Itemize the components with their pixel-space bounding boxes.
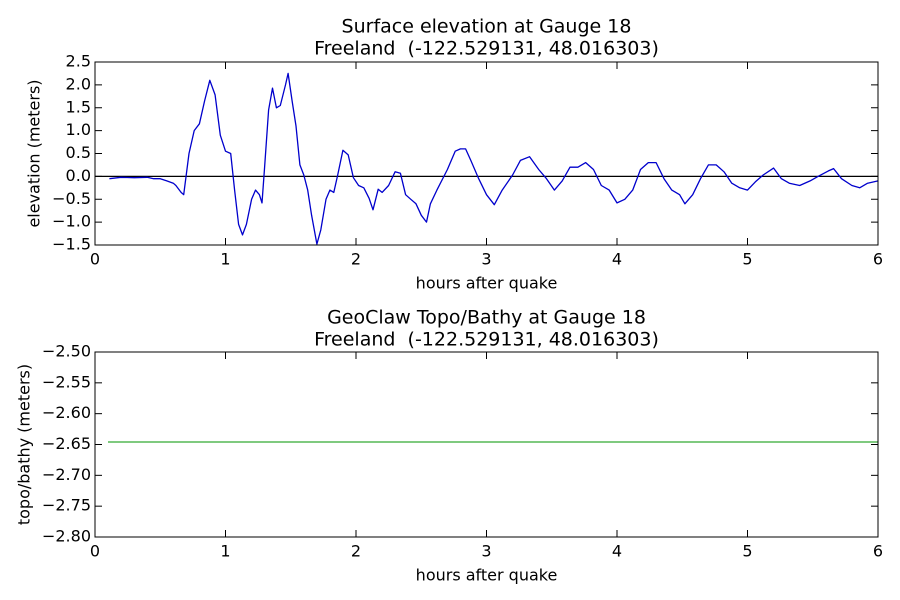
x-tick-label: 0 bbox=[90, 250, 100, 269]
y-tick-label: −2.65 bbox=[42, 434, 91, 453]
y-tick-label: 0.5 bbox=[66, 143, 91, 162]
x-tick-label: 1 bbox=[220, 542, 230, 561]
x-tick-label: 6 bbox=[873, 250, 883, 269]
y-tick-label: 2.5 bbox=[66, 52, 91, 71]
data-line bbox=[109, 72, 879, 245]
y-tick-label: 0.0 bbox=[66, 166, 91, 185]
x-tick-label: 4 bbox=[612, 250, 622, 269]
x-tick-label: 2 bbox=[351, 250, 361, 269]
y-tick-label: 2.0 bbox=[66, 74, 91, 93]
chart-title: Surface elevation at Gauge 18 bbox=[342, 16, 632, 38]
y-tick-label: −2.60 bbox=[42, 403, 91, 422]
y-tick-label: −1.5 bbox=[52, 235, 91, 254]
x-axis-label: hours after quake bbox=[416, 274, 558, 293]
y-tick-label: −2.50 bbox=[42, 342, 91, 361]
x-tick-label: 5 bbox=[742, 542, 752, 561]
chart-title: GeoClaw Topo/Bathy at Gauge 18 bbox=[327, 307, 646, 329]
y-axis-label: elevation (meters) bbox=[25, 79, 44, 227]
x-tick-label: 1 bbox=[220, 250, 230, 269]
y-tick-label: 1.0 bbox=[66, 120, 91, 139]
x-tick-label: 4 bbox=[612, 542, 622, 561]
x-tick-label: 3 bbox=[481, 542, 491, 561]
y-tick-label: −2.80 bbox=[42, 527, 91, 546]
x-tick-label: 0 bbox=[90, 542, 100, 561]
plot-frame bbox=[94, 351, 879, 538]
y-tick-label: −0.5 bbox=[52, 189, 91, 208]
x-tick-label: 3 bbox=[481, 250, 491, 269]
x-tick-label: 2 bbox=[351, 542, 361, 561]
x-axis-label: hours after quake bbox=[416, 566, 558, 585]
chart-subtitle: Freeland (-122.529131, 48.016303) bbox=[314, 329, 659, 351]
x-tick-label: 6 bbox=[873, 542, 883, 561]
y-axis-label: topo/bathy (meters) bbox=[15, 364, 34, 525]
y-tick-label: −2.70 bbox=[42, 465, 91, 484]
y-tick-label: −2.55 bbox=[42, 372, 91, 391]
y-tick-label: 1.5 bbox=[66, 97, 91, 116]
plot-frame bbox=[94, 61, 879, 246]
chart-subtitle: Freeland (-122.529131, 48.016303) bbox=[314, 38, 659, 60]
y-tick-label: −1.0 bbox=[52, 212, 91, 231]
y-tick-label: −2.75 bbox=[42, 496, 91, 515]
x-tick-label: 5 bbox=[742, 250, 752, 269]
